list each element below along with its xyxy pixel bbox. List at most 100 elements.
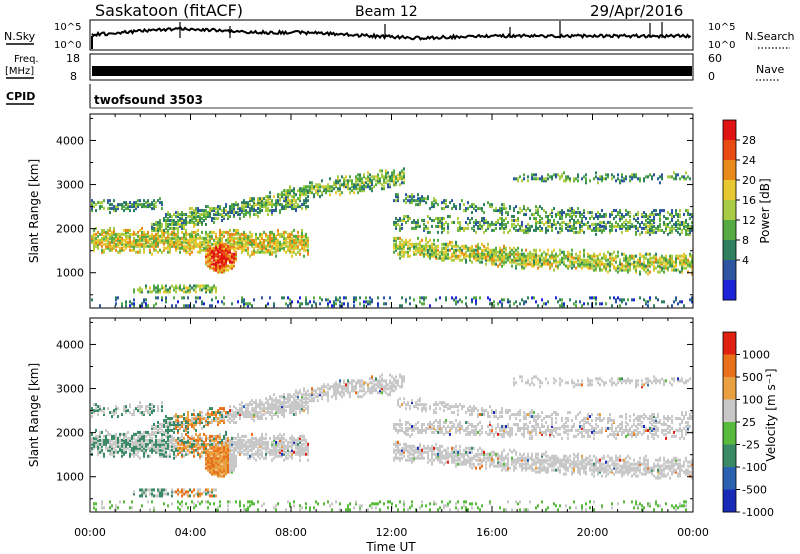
power-cell-2721 xyxy=(511,252,513,256)
power-cell-2181 xyxy=(421,296,423,300)
power-cell-394 xyxy=(155,236,157,240)
power-cell-517 xyxy=(169,222,171,226)
power-cell-1821 xyxy=(339,179,341,183)
power-cell-2562 xyxy=(487,254,489,258)
power-cell-3615 xyxy=(643,211,645,215)
power-cell-3816 xyxy=(673,300,675,304)
power-cell-1092 xyxy=(229,244,231,248)
power-cell-2908 xyxy=(537,209,539,213)
velocity-cell-420 xyxy=(159,490,161,494)
power-cell-3741 xyxy=(661,262,663,266)
power-cell-625 xyxy=(183,246,185,250)
power-cell-2526 xyxy=(481,256,483,260)
power-cell-2397 xyxy=(457,220,459,224)
power-cell-3369 xyxy=(605,224,607,228)
power-cell-274 xyxy=(139,250,141,254)
power-cell-2194 xyxy=(423,296,425,300)
velocity-cell-243 xyxy=(135,448,137,452)
power-cell-1367 xyxy=(263,201,265,205)
power-cell-2003 xyxy=(395,248,397,252)
power-cell-2064 xyxy=(401,222,403,226)
power-cell-3910 xyxy=(685,220,687,224)
power-cell-2093 xyxy=(405,238,407,242)
power-cell-1057 xyxy=(225,242,227,246)
power-cell-3244 xyxy=(587,220,589,224)
power-cell-297 xyxy=(141,205,143,209)
velocity-cell-818 xyxy=(207,464,209,468)
power-cell-1219 xyxy=(243,215,245,219)
power-cell-3899 xyxy=(683,175,685,179)
power-cell-2359 xyxy=(451,258,453,262)
velocity-cell-215 xyxy=(131,506,133,510)
power-cell-167 xyxy=(121,240,123,244)
power-cell-644 xyxy=(185,244,187,248)
power-cell-2154 xyxy=(417,248,419,252)
velocity-cell-576 xyxy=(177,422,179,426)
power-cell-1438 xyxy=(273,246,275,250)
power-cell-653 xyxy=(185,220,187,224)
power-cell-3200 xyxy=(581,260,583,264)
power-cell-1214 xyxy=(243,238,245,242)
velocity-cell-148 xyxy=(117,442,119,446)
power-cell-829 xyxy=(205,213,207,217)
power-cell-3097 xyxy=(567,254,569,258)
power-cell-807 xyxy=(203,211,205,215)
power-cell-3452 xyxy=(619,226,621,230)
power-cell-2381 xyxy=(455,256,457,260)
power-cell-207 xyxy=(127,205,129,209)
velocity-cell-62 xyxy=(101,448,103,452)
power-cell-493 xyxy=(167,236,169,240)
velocity-cell-382 xyxy=(153,440,155,444)
power-cell-730 xyxy=(195,284,197,288)
power-cell-1208 xyxy=(243,300,245,304)
power-cell-3027 xyxy=(557,300,559,304)
power-cell-2636 xyxy=(499,254,501,258)
power-cell-2508 xyxy=(477,244,479,248)
power-cell-3584 xyxy=(639,264,641,268)
power-cell-3573 xyxy=(637,258,639,262)
velocity-cell-809 xyxy=(205,417,207,421)
power-cell-1982 xyxy=(391,179,393,183)
power-cell-2843 xyxy=(529,254,531,258)
power-cell-2539 xyxy=(483,254,485,258)
power-cell-2438 xyxy=(465,244,467,248)
power-cell-2165 xyxy=(417,193,419,197)
power-cell-27 xyxy=(95,232,97,236)
power-cell-2298 xyxy=(441,252,443,256)
power-cell-2603 xyxy=(493,256,495,260)
power-cell-2463 xyxy=(471,254,473,258)
power-cell-103 xyxy=(111,246,113,250)
velocity-cell-587 xyxy=(179,442,181,446)
power-cell-3080 xyxy=(563,211,565,215)
power-cell-235 xyxy=(133,288,135,292)
velocity-cell-860 xyxy=(209,407,211,411)
velocity-cell-453 xyxy=(163,502,165,506)
power-cell-3506 xyxy=(627,298,629,302)
velocity-cell-143 xyxy=(115,407,117,411)
power-cell-2036 xyxy=(399,256,401,260)
power-cell-2964 xyxy=(547,262,549,266)
power-cell-1954 xyxy=(381,173,383,177)
power-cell-2412 xyxy=(459,203,461,207)
power-cell-477 xyxy=(165,230,167,234)
power-cell-433 xyxy=(159,220,161,224)
power-cell-637 xyxy=(183,213,185,217)
power-cell-3386 xyxy=(609,262,611,266)
power-cell-3410 xyxy=(613,296,615,300)
power-cell-2709 xyxy=(509,260,511,264)
power-cell-577 xyxy=(177,234,179,238)
power-cell-2619 xyxy=(495,222,497,226)
power-cell-2075 xyxy=(403,244,405,248)
power-cell-1936 xyxy=(375,183,377,187)
power-cell-1146 xyxy=(233,203,235,207)
power-cell-571 xyxy=(177,246,179,250)
nave-tick-top: 60 xyxy=(708,52,722,65)
power-cell-1818 xyxy=(339,187,341,191)
power-cell-3428 xyxy=(615,224,617,228)
power-cell-1008 xyxy=(221,246,223,250)
power-cell-2858 xyxy=(531,224,533,228)
power-cell-50 xyxy=(101,240,103,244)
velocity-cell-813 xyxy=(207,492,209,496)
velocity-cell-473 xyxy=(165,454,167,458)
power-cell-932 xyxy=(215,258,217,262)
